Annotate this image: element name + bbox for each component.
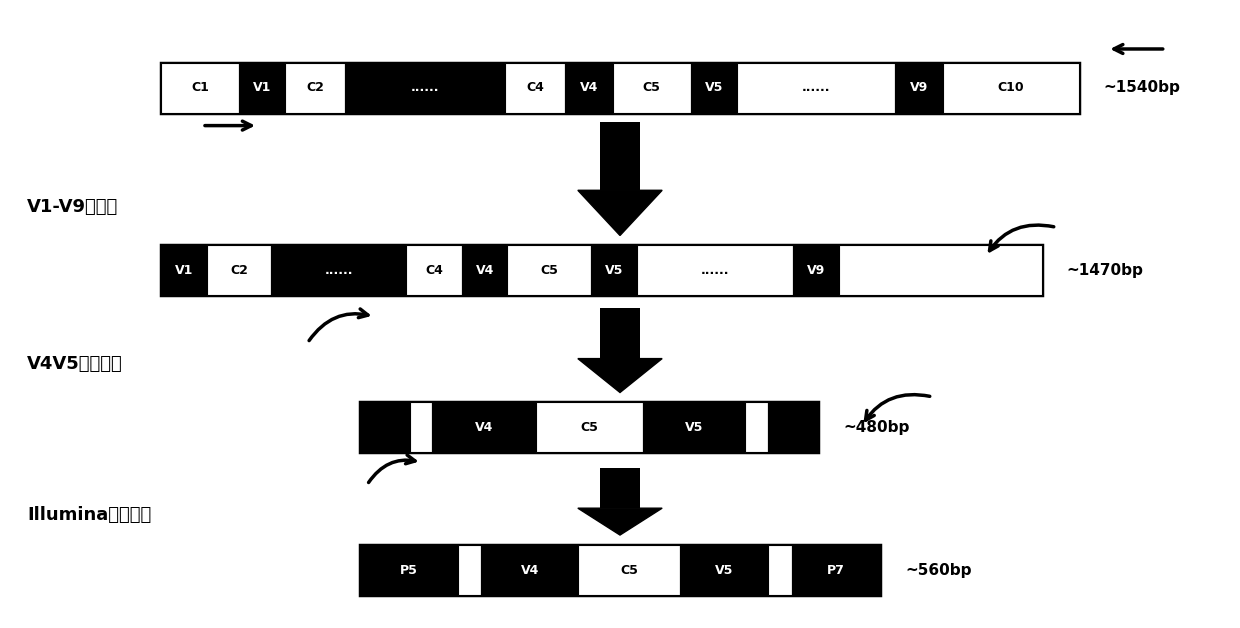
Bar <box>207 245 272 295</box>
Bar <box>506 63 565 113</box>
Bar <box>794 245 839 295</box>
Bar <box>405 245 463 295</box>
Text: V1: V1 <box>253 82 272 94</box>
Bar <box>458 545 481 595</box>
Text: C5: C5 <box>642 82 661 94</box>
Bar <box>637 245 794 295</box>
Text: C2: C2 <box>306 82 324 94</box>
Bar <box>738 63 895 113</box>
Bar <box>600 308 640 359</box>
Bar <box>161 245 1042 295</box>
Text: C5: C5 <box>580 421 599 433</box>
Bar <box>481 545 578 595</box>
Text: V5: V5 <box>605 264 624 276</box>
Bar <box>161 63 1079 113</box>
Polygon shape <box>578 508 662 535</box>
Polygon shape <box>578 359 662 392</box>
Bar <box>590 245 637 295</box>
Bar <box>432 402 536 452</box>
Bar <box>613 63 691 113</box>
Text: C10: C10 <box>998 82 1024 94</box>
Text: V4: V4 <box>579 82 598 94</box>
Bar <box>285 63 345 113</box>
Text: V4: V4 <box>521 564 539 577</box>
Text: C5: C5 <box>541 264 558 276</box>
Bar <box>895 63 942 113</box>
Bar <box>644 402 745 452</box>
Text: C5: C5 <box>620 564 639 577</box>
Bar <box>360 402 818 452</box>
Text: V4: V4 <box>476 264 494 276</box>
Bar <box>360 545 880 595</box>
Bar <box>600 468 640 508</box>
Text: C1: C1 <box>191 82 210 94</box>
Bar <box>769 545 792 595</box>
Text: V5: V5 <box>704 82 723 94</box>
Bar <box>345 63 506 113</box>
Bar <box>839 245 1042 295</box>
Text: Illumina接头连接: Illumina接头连接 <box>27 506 151 524</box>
Text: C4: C4 <box>526 82 544 94</box>
Bar <box>565 63 613 113</box>
Text: V9: V9 <box>910 82 929 94</box>
Text: P7: P7 <box>827 564 846 577</box>
Text: P5: P5 <box>399 564 418 577</box>
Bar <box>680 545 769 595</box>
Bar <box>507 245 590 295</box>
Bar <box>578 545 680 595</box>
Bar <box>792 545 880 595</box>
Polygon shape <box>578 190 662 236</box>
Bar <box>536 402 644 452</box>
Text: V5: V5 <box>684 421 703 433</box>
Bar <box>360 545 458 595</box>
Text: ~1470bp: ~1470bp <box>1066 263 1143 278</box>
Bar <box>410 402 432 452</box>
Text: V1: V1 <box>175 264 193 276</box>
Text: C4: C4 <box>425 264 443 276</box>
Bar <box>691 63 738 113</box>
Bar <box>745 402 768 452</box>
Text: V9: V9 <box>807 264 826 276</box>
Text: V4V5巢式扩增: V4V5巢式扩增 <box>27 355 123 373</box>
Bar <box>942 63 1079 113</box>
Text: ~480bp: ~480bp <box>843 420 910 435</box>
Bar <box>161 63 239 113</box>
Bar <box>360 402 410 452</box>
Text: V5: V5 <box>715 564 733 577</box>
Text: ......: ...... <box>701 264 729 276</box>
Text: V4: V4 <box>475 421 494 433</box>
Bar <box>768 402 818 452</box>
Bar <box>272 245 405 295</box>
Bar <box>463 245 507 295</box>
Text: ......: ...... <box>410 82 439 94</box>
Bar <box>161 245 207 295</box>
Text: C2: C2 <box>231 264 248 276</box>
Text: ~1540bp: ~1540bp <box>1104 80 1180 95</box>
Bar <box>600 122 640 190</box>
Text: ......: ...... <box>802 82 831 94</box>
Text: ~560bp: ~560bp <box>905 563 972 578</box>
Bar <box>239 63 285 113</box>
Text: ......: ...... <box>325 264 353 276</box>
Text: V1-V9区富集: V1-V9区富集 <box>27 198 119 216</box>
